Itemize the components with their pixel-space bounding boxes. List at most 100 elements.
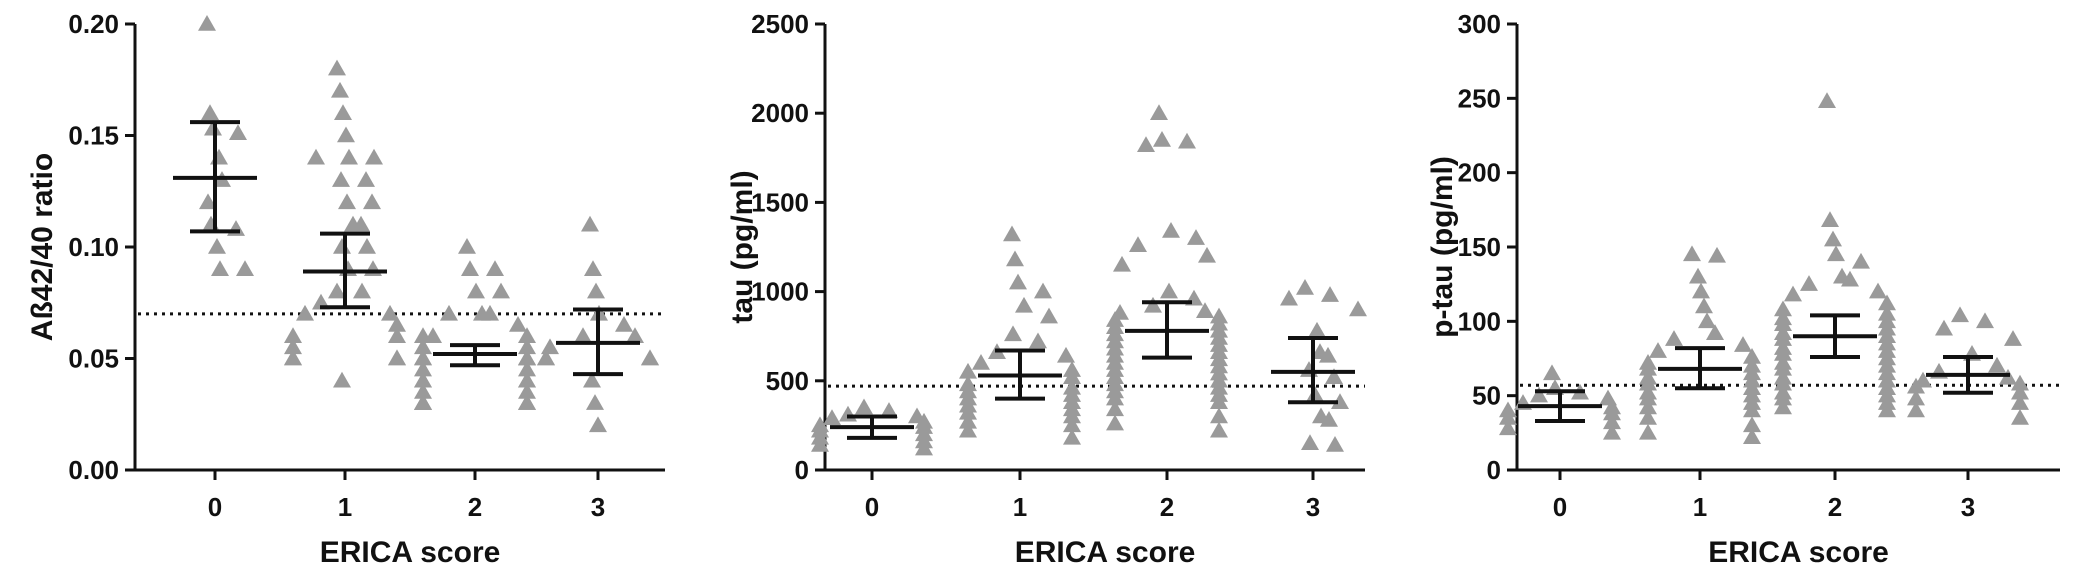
data-point: [1639, 359, 1657, 376]
data-point: [518, 382, 536, 399]
data-point: [1113, 255, 1131, 272]
data-point: [1063, 368, 1081, 384]
mean-ci-2: [433, 343, 517, 368]
data-point: [855, 398, 873, 415]
data-point: [1689, 267, 1707, 284]
y-tick-label: 150: [1458, 232, 1501, 262]
y-tick-label: 0.10: [68, 232, 119, 262]
y-tick-label: 0.20: [68, 9, 119, 39]
data-point: [537, 349, 555, 366]
y-tick-label: 100: [1458, 306, 1501, 336]
point-group-2: [1106, 104, 1228, 438]
data-point: [414, 394, 432, 410]
data-point: [201, 104, 219, 120]
data-point: [1774, 315, 1792, 332]
data-point: [1160, 282, 1178, 299]
data-point: [1869, 282, 1887, 299]
mean-ci-3: [556, 307, 640, 377]
data-point: [541, 338, 559, 355]
data-point: [1319, 346, 1337, 363]
data-point: [1774, 345, 1792, 361]
data-point: [492, 282, 510, 299]
data-point: [1988, 356, 2006, 373]
x-tick-label: 0: [1553, 492, 1567, 522]
data-point: [328, 282, 346, 299]
data-point: [333, 371, 351, 388]
data-point: [1325, 368, 1343, 384]
data-point: [229, 124, 247, 141]
data-point: [518, 371, 536, 388]
mean-ci-2: [1793, 313, 1877, 360]
data-point: [1106, 400, 1124, 417]
data-point: [1818, 92, 1836, 109]
data-point: [2011, 408, 2029, 425]
y-tick-label: 0: [1487, 455, 1501, 485]
data-point: [1210, 393, 1228, 409]
data-point: [1057, 346, 1075, 363]
data-point: [1907, 389, 1925, 406]
data-point: [1774, 374, 1792, 391]
y-axis-title: p-tau (pg/ml): [1426, 156, 1459, 338]
data-point: [1774, 389, 1792, 406]
data-point: [364, 260, 382, 277]
data-point: [1187, 229, 1205, 245]
data-point: [1695, 297, 1713, 314]
data-point: [1734, 336, 1752, 352]
data-point: [333, 238, 351, 254]
x-tick-label: 1: [338, 492, 352, 522]
data-point: [587, 282, 605, 299]
data-point: [959, 403, 977, 420]
data-point: [1003, 225, 1021, 242]
data-point: [461, 260, 479, 277]
data-point: [1308, 321, 1326, 338]
chart-abeta-ratio: 0.00 0.05 0.10 0.15 0.20 0 1 2 3 ERICA score Aß42/…: [26, 9, 665, 569]
data-point: [1326, 436, 1344, 452]
data-point: [1543, 364, 1561, 381]
data-point: [458, 238, 476, 254]
data-point: [284, 338, 302, 355]
data-point: [357, 171, 375, 187]
data-point: [811, 436, 829, 452]
data-point: [1063, 416, 1081, 433]
data-point: [1841, 270, 1859, 287]
data-point: [358, 238, 376, 254]
data-point: [1976, 312, 1994, 329]
x-tick-label: 1: [1013, 492, 1027, 522]
data-point: [340, 148, 358, 165]
data-point: [509, 316, 527, 332]
point-group-2: [414, 238, 536, 410]
data-point: [1824, 230, 1842, 247]
data-point: [352, 215, 370, 232]
data-point: [1300, 361, 1318, 377]
mean-ci-3: [1271, 335, 1355, 405]
x-tick-label: 2: [1828, 492, 1842, 522]
mean-ci-0: [173, 120, 257, 234]
data-point: [615, 316, 633, 332]
point-group-1: [959, 225, 1081, 445]
data-point: [1935, 319, 1953, 336]
data-point: [1196, 302, 1214, 318]
data-point: [388, 349, 406, 366]
mean-ci-3: [1926, 355, 2010, 395]
data-point: [1321, 286, 1339, 302]
data-point: [1198, 246, 1216, 263]
data-point: [1530, 386, 1548, 403]
mean-ci-0: [830, 414, 914, 440]
data-point: [284, 327, 302, 343]
point-group-3: [1280, 279, 1367, 452]
panel-tau: 0 500 1000 1500 2000 2500 0 1 2 3 ERICA score tau (…: [700, 0, 1400, 577]
data-point: [574, 327, 592, 343]
data-point: [1743, 401, 1761, 418]
y-tick-label: 300: [1458, 9, 1501, 39]
data-point: [353, 282, 371, 299]
data-point: [1951, 306, 1969, 323]
data-point: [1683, 245, 1701, 262]
x-axis-title: ERICA score: [320, 536, 501, 569]
data-point: [880, 402, 898, 418]
y-tick-label: 0: [795, 455, 809, 485]
y-tick-label: 1000: [751, 277, 809, 307]
data-point: [365, 148, 383, 165]
data-point: [959, 362, 977, 379]
data-point: [1106, 414, 1124, 431]
data-point: [1743, 348, 1761, 364]
